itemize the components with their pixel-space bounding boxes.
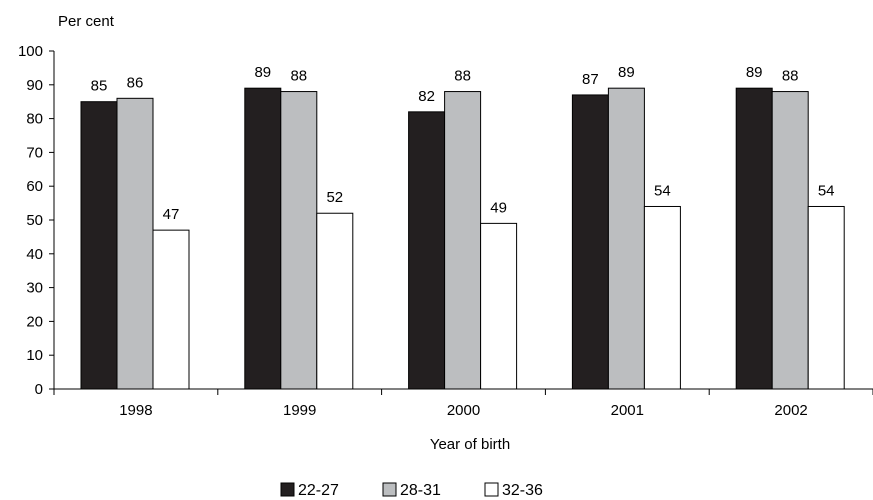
bar xyxy=(280,91,318,390)
y-tick-label: 90 xyxy=(26,77,43,94)
data-label: 86 xyxy=(127,74,144,91)
data-label: 88 xyxy=(782,68,799,85)
y-axis-title: Per cent xyxy=(58,13,115,30)
x-tick-label: 2002 xyxy=(774,402,807,419)
bar xyxy=(480,222,518,390)
bar xyxy=(408,111,446,390)
data-label: 52 xyxy=(326,189,343,206)
data-label: 87 xyxy=(582,71,599,88)
y-tick-label: 100 xyxy=(18,43,43,60)
x-tick-label: 2001 xyxy=(611,402,644,419)
axes-layer: 0 10 20 30 40 50 60 70 80 90 100 1998 1999 2000 2001 20… xyxy=(18,43,873,419)
legend-label: 22-27 xyxy=(298,482,339,499)
x-axis-title: Year of birth xyxy=(430,436,510,453)
y-tick-label: 70 xyxy=(26,144,43,161)
data-label: 88 xyxy=(454,68,471,85)
bar xyxy=(771,91,809,390)
y-tick-label: 60 xyxy=(26,178,43,195)
data-label: 49 xyxy=(490,199,507,216)
data-label: 85 xyxy=(91,78,108,95)
bar xyxy=(80,101,118,390)
x-tick-label: 2000 xyxy=(447,402,480,419)
legend-label: 32-36 xyxy=(502,482,543,499)
x-tick-label: 1999 xyxy=(283,402,316,419)
y-tick-label: 40 xyxy=(26,246,43,263)
bar xyxy=(607,87,645,390)
data-label: 82 xyxy=(418,88,435,105)
bar xyxy=(807,205,845,390)
bar xyxy=(571,94,609,390)
labels-layer: 85 86 47 89 88 52 82 88 49 87 89 54 89 88 54 xyxy=(91,64,835,223)
legend-swatch xyxy=(484,482,499,497)
y-tick-label: 50 xyxy=(26,212,43,229)
bar xyxy=(444,91,482,390)
data-label: 47 xyxy=(163,206,180,223)
bars-layer xyxy=(80,87,845,390)
legend: 22-27 28-31 32-36 xyxy=(280,482,543,499)
data-label: 89 xyxy=(746,64,763,81)
x-tick-label: 1998 xyxy=(119,402,152,419)
bar xyxy=(316,212,354,390)
y-tick-label: 0 xyxy=(35,381,43,398)
legend-swatch xyxy=(280,482,295,497)
y-tick-label: 20 xyxy=(26,313,43,330)
y-tick-label: 30 xyxy=(26,280,43,297)
data-label: 54 xyxy=(654,182,671,199)
legend-swatch xyxy=(382,482,397,497)
data-label: 88 xyxy=(290,68,307,85)
y-tick-label: 10 xyxy=(26,347,43,364)
bar xyxy=(152,229,190,390)
bar xyxy=(244,87,282,390)
legend-label: 28-31 xyxy=(400,482,441,499)
y-tick-label: 80 xyxy=(26,111,43,128)
bar xyxy=(735,87,773,390)
data-label: 89 xyxy=(254,64,271,81)
data-label: 54 xyxy=(818,182,835,199)
bar xyxy=(116,97,154,390)
data-label: 89 xyxy=(618,64,635,81)
bar xyxy=(643,205,681,390)
